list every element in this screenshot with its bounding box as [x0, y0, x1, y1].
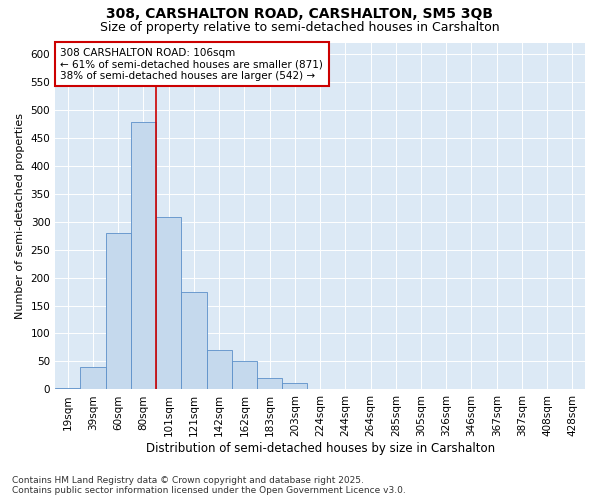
- Text: 308 CARSHALTON ROAD: 106sqm
← 61% of semi-detached houses are smaller (871)
38% : 308 CARSHALTON ROAD: 106sqm ← 61% of sem…: [61, 48, 323, 81]
- Bar: [106, 233, 131, 390]
- Bar: [206, 350, 232, 390]
- Text: 308, CARSHALTON ROAD, CARSHALTON, SM5 3QB: 308, CARSHALTON ROAD, CARSHALTON, SM5 3Q…: [107, 8, 493, 22]
- Bar: [156, 217, 181, 390]
- Text: Contains HM Land Registry data © Crown copyright and database right 2025.
Contai: Contains HM Land Registry data © Crown c…: [12, 476, 406, 495]
- Bar: [181, 292, 206, 390]
- Bar: [232, 362, 257, 390]
- Bar: [282, 382, 307, 390]
- Y-axis label: Number of semi-detached properties: Number of semi-detached properties: [15, 113, 25, 319]
- Bar: [257, 378, 282, 390]
- Text: Size of property relative to semi-detached houses in Carshalton: Size of property relative to semi-detach…: [100, 22, 500, 35]
- X-axis label: Distribution of semi-detached houses by size in Carshalton: Distribution of semi-detached houses by …: [146, 442, 494, 455]
- Bar: [80, 367, 106, 390]
- Bar: [131, 122, 156, 390]
- Bar: [55, 388, 80, 390]
